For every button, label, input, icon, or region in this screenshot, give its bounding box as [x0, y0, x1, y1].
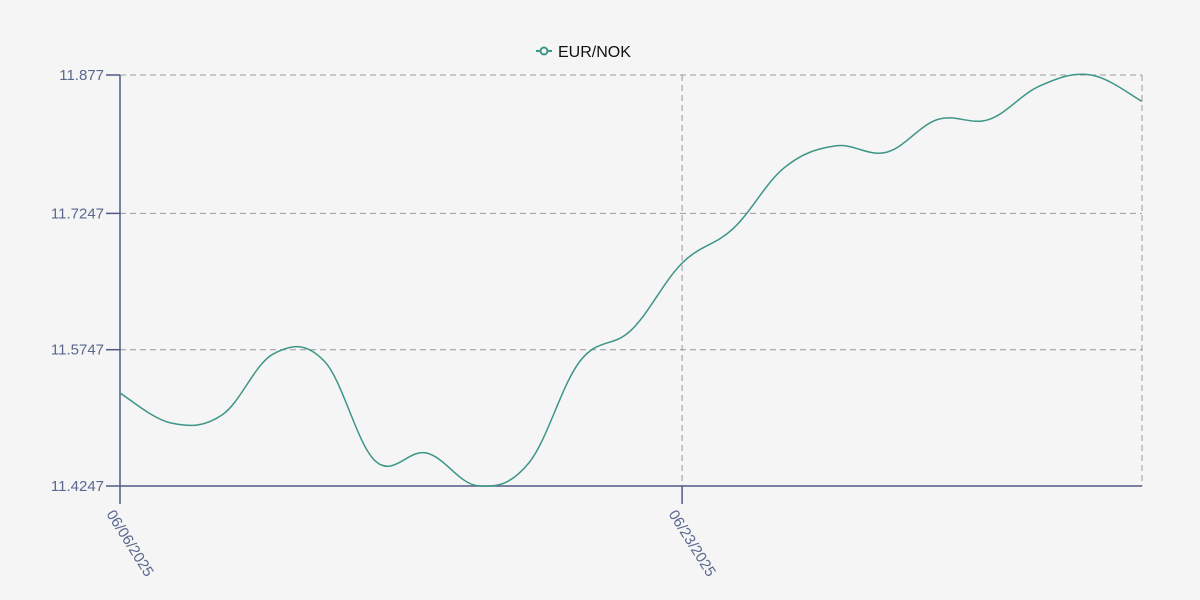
y-tick-label: 11.4247: [51, 478, 104, 495]
legend-marker-icon: [539, 46, 549, 56]
y-tick-label: 11.7247: [51, 205, 104, 222]
x-tick-label: 06/23/2025: [665, 507, 719, 580]
legend-label: EUR/NOK: [558, 44, 631, 61]
y-tick-label: 11.5747: [51, 342, 104, 359]
series-line-0: [119, 73, 1143, 487]
legend[interactable]: EUR/NOK: [536, 44, 631, 61]
x-tick-label: 06/06/2025: [103, 507, 157, 580]
grid-lines: [119, 74, 1143, 487]
y-tick-label: 11.877: [59, 67, 104, 84]
series-layer: [119, 73, 1143, 487]
axes: 11.4247 11.5747 11.7247 11.877 06/06/2025 06/…: [51, 67, 1142, 580]
